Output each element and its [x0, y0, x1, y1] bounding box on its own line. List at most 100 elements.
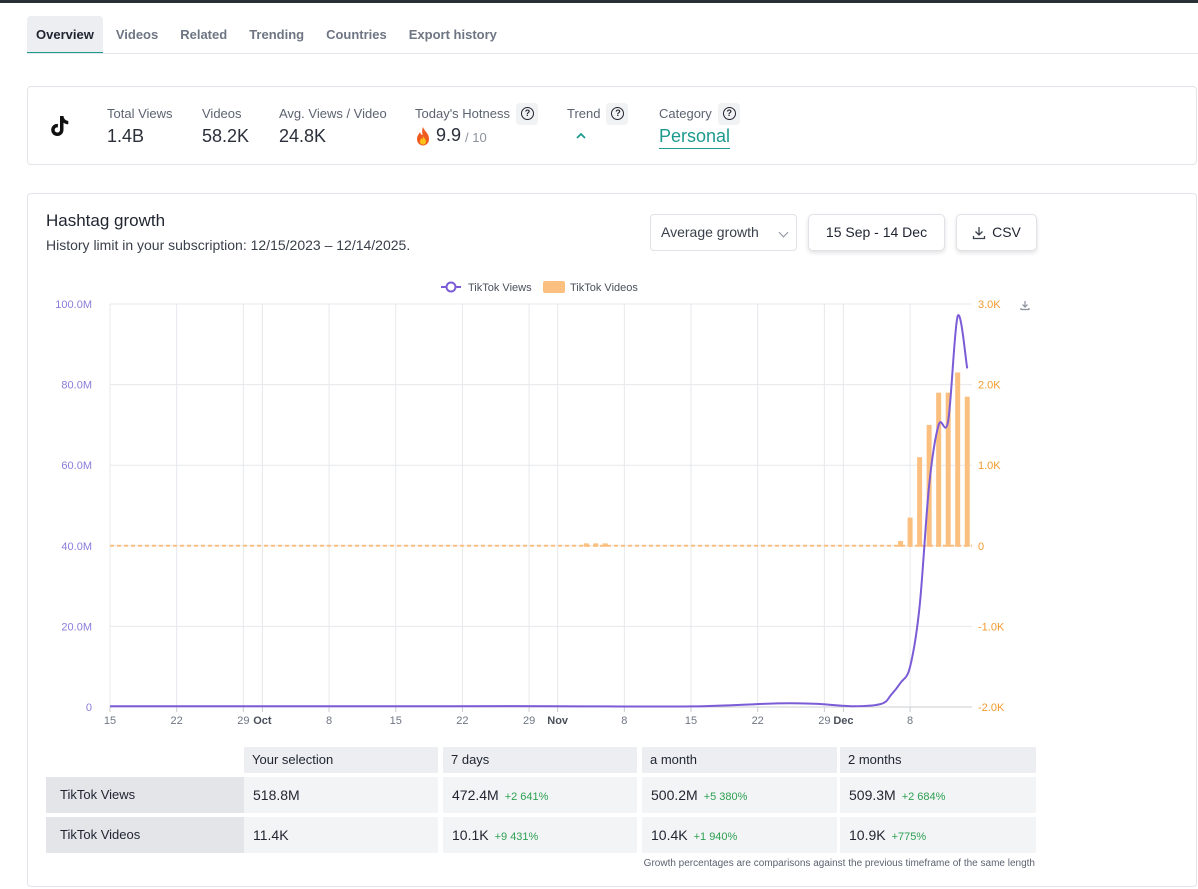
- csv-label: CSV: [992, 224, 1021, 240]
- total-views-stat: Total Views 1.4B: [107, 105, 173, 147]
- y-left-tick-label: 100.0M: [55, 299, 92, 311]
- cell-value: 10.1K: [452, 827, 489, 843]
- tab-related[interactable]: Related: [180, 27, 228, 42]
- videos-bar: [602, 543, 608, 547]
- tab-trending[interactable]: Trending: [249, 27, 305, 42]
- tab-videos[interactable]: Videos: [115, 27, 159, 42]
- avg-views-stat: Avg. Views / Video 24.8K: [279, 105, 387, 147]
- x-tick-label: 22: [171, 715, 183, 727]
- growth-chart: 0 -2.0K 20.0M -1.0K 40.0M 0 60.0M 1.0K 80.0M 2.0K…: [55, 281, 1030, 727]
- row-label-videos: TikTok Videos: [46, 817, 244, 853]
- x-tick-label: 22: [752, 715, 764, 727]
- x-tick-label: 29: [818, 715, 830, 727]
- x-tick-label: 8: [326, 715, 332, 727]
- table-row: TikTok Videos 11.4K 10.1K +9 431% 10.4K +1…: [46, 817, 1036, 853]
- y-right-tick-label: 1.0K: [978, 460, 1001, 472]
- table-row: TikTok Views 518.8M 472.4M +2 641% 500.2M…: [46, 777, 1036, 813]
- col-header-selection: Your selection: [244, 747, 438, 773]
- col-header-7days: 7 days: [443, 747, 637, 773]
- y-left-tick-label: 40.0M: [61, 541, 92, 553]
- table-cell: 518.8M: [244, 777, 438, 813]
- x-tick-label: 29: [523, 715, 535, 727]
- videos-bar: [917, 457, 923, 547]
- videos-bar: [898, 540, 904, 547]
- total-views-value: 1.4B: [107, 126, 145, 146]
- cell-growth: +2 684%: [901, 791, 946, 803]
- growth-mode-value: Average growth: [661, 224, 759, 240]
- tab-export-history[interactable]: Export history: [408, 27, 497, 42]
- category-help-icon[interactable]: [717, 102, 740, 125]
- cell-growth: +2 641%: [504, 791, 549, 803]
- col-header-month: a month: [642, 747, 837, 773]
- cell-value: 518.8M: [253, 787, 300, 803]
- history-limit-text: History limit in your subscription: 12/1…: [46, 237, 411, 253]
- x-tick-label: 8: [621, 715, 627, 727]
- legend-videos-swatch: [543, 281, 565, 293]
- growth-mode-select[interactable]: Average growth: [650, 214, 797, 251]
- csv-export-button[interactable]: CSV: [956, 214, 1037, 251]
- table-cell: 10.4K +1 940%: [642, 817, 837, 853]
- y-left-tick-label: 20.0M: [61, 621, 92, 633]
- cell-value: 509.3M: [849, 787, 896, 803]
- legend-views-marker: [445, 281, 457, 293]
- tiktok-logo-icon: [51, 116, 69, 136]
- x-tick-label: Oct: [253, 715, 272, 727]
- table-cell: 10.1K +9 431%: [443, 817, 637, 853]
- y-right-tick-label: -1.0K: [978, 621, 1005, 633]
- growth-title: Hashtag growth: [46, 211, 166, 230]
- top-bar: [0, 0, 1198, 3]
- trend-stat: Trend: [567, 102, 629, 139]
- x-tick-label: 15: [685, 715, 697, 727]
- hotness-stat: Today's Hotness 9.9 / 10: [415, 102, 538, 146]
- y-right-tick-label: -2.0K: [978, 702, 1005, 714]
- category-label: Category: [659, 106, 712, 121]
- x-tick-label: 15: [104, 715, 116, 727]
- chart-download-icon[interactable]: [1020, 301, 1030, 311]
- cell-value: 10.9K: [849, 827, 886, 843]
- y-left-tick-label: 80.0M: [61, 380, 92, 392]
- videos-bar: [945, 392, 951, 547]
- hashtag-growth-card: Hashtag growth History limit in your sub…: [27, 193, 1197, 887]
- date-range-button[interactable]: 15 Sep - 14 Dec: [808, 214, 945, 251]
- views-line: [110, 314, 969, 708]
- y-right-tick-label: 3.0K: [978, 299, 1001, 311]
- x-tick-label: Dec: [833, 715, 853, 727]
- x-tick-label: 8: [907, 715, 913, 727]
- x-tick-label: Nov: [547, 715, 569, 727]
- tab-overview[interactable]: Overview: [27, 16, 103, 54]
- category-stat: Category Personal: [659, 102, 740, 149]
- category-link[interactable]: Personal: [659, 126, 731, 149]
- y-left-tick-label: 60.0M: [61, 460, 92, 472]
- x-tick-label: 29: [237, 715, 249, 727]
- videos-value: 58.2K: [202, 126, 250, 146]
- tabs-divider: [27, 53, 1198, 54]
- cell-value: 472.4M: [452, 787, 499, 803]
- hotness-help-icon[interactable]: [515, 102, 538, 125]
- download-icon: [972, 227, 986, 240]
- videos-bar: [955, 372, 961, 547]
- fire-icon: [417, 126, 429, 145]
- cell-value: 10.4K: [651, 827, 688, 843]
- x-tick-label: 22: [456, 715, 468, 727]
- cell-growth: +1 940%: [693, 831, 738, 843]
- cell-growth: +775%: [891, 831, 927, 843]
- trend-help-icon[interactable]: [606, 102, 629, 125]
- row-label-views: TikTok Views: [46, 777, 244, 813]
- videos-label: Videos: [202, 106, 242, 121]
- cell-growth: +9 431%: [494, 831, 539, 843]
- col-header-2months: 2 months: [840, 747, 1036, 773]
- chevron-up-icon: [576, 132, 586, 139]
- hotness-max: / 10: [465, 129, 487, 145]
- x-tick-label: 15: [390, 715, 402, 727]
- total-views-label: Total Views: [107, 106, 173, 121]
- y-right-tick-label: 0: [978, 541, 984, 553]
- cell-growth: +5 380%: [703, 791, 748, 803]
- tab-bar: Overview Videos Related Trending Countri…: [27, 16, 510, 54]
- avg-views-label: Avg. Views / Video: [279, 106, 387, 121]
- tab-countries[interactable]: Countries: [326, 27, 387, 42]
- legend-views-label: TikTok Views: [468, 282, 532, 294]
- videos-bar: [593, 543, 599, 547]
- cell-value: 500.2M: [651, 787, 698, 803]
- growth-footnote: Growth percentages are comparisons again…: [643, 858, 1035, 869]
- avg-views-value: 24.8K: [279, 126, 327, 146]
